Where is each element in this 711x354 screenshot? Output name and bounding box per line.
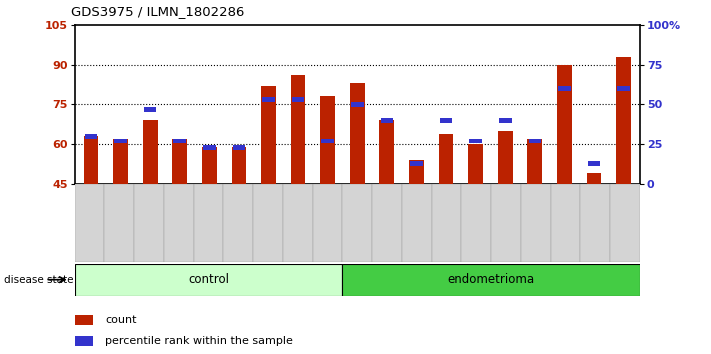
Bar [232, 145, 245, 150]
Bar [528, 139, 541, 143]
Bar [292, 97, 304, 102]
Bar [320, 96, 335, 184]
Bar [432, 184, 461, 262]
Bar [521, 184, 550, 262]
Bar [499, 118, 511, 123]
Bar [550, 184, 580, 262]
Bar [616, 57, 631, 184]
Bar [610, 184, 640, 262]
Bar [172, 139, 187, 184]
Bar [75, 184, 105, 262]
Bar [203, 145, 215, 150]
Bar [261, 86, 276, 184]
Bar [144, 107, 156, 112]
Bar [75, 264, 343, 296]
Bar [557, 64, 572, 184]
Bar [380, 120, 395, 184]
Bar [202, 147, 217, 184]
Bar [587, 173, 602, 184]
Bar [617, 86, 630, 91]
Bar [469, 139, 482, 143]
Bar [253, 184, 283, 262]
Bar [491, 184, 521, 262]
Bar [372, 184, 402, 262]
Bar [193, 184, 223, 262]
Text: control: control [188, 273, 229, 286]
Bar [173, 139, 186, 143]
Bar [588, 161, 600, 166]
Bar [113, 139, 128, 184]
Bar [439, 134, 454, 184]
Text: percentile rank within the sample: percentile rank within the sample [105, 336, 294, 346]
Bar [440, 118, 452, 123]
Bar [283, 184, 313, 262]
Text: disease state: disease state [4, 275, 73, 285]
Bar [410, 161, 423, 166]
Bar [291, 75, 306, 184]
Text: count: count [105, 315, 137, 325]
Bar [114, 139, 127, 143]
Bar [580, 184, 610, 262]
Bar [321, 139, 334, 143]
Bar [409, 160, 424, 184]
Bar [402, 184, 432, 262]
Bar [134, 184, 164, 262]
Bar [105, 184, 134, 262]
Bar [528, 139, 542, 184]
Bar [558, 86, 571, 91]
Bar [343, 264, 640, 296]
Bar [350, 83, 365, 184]
Bar [75, 336, 93, 346]
Text: endometrioma: endometrioma [448, 273, 535, 286]
Text: GDS3975 / ILMN_1802286: GDS3975 / ILMN_1802286 [71, 5, 245, 18]
Bar [343, 184, 372, 262]
Bar [164, 184, 193, 262]
Bar [75, 315, 93, 325]
Bar [143, 120, 158, 184]
Bar [498, 131, 513, 184]
Bar [85, 134, 97, 139]
Bar [83, 136, 98, 184]
Bar [380, 118, 393, 123]
Bar [461, 184, 491, 262]
Bar [262, 97, 274, 102]
Bar [351, 102, 363, 107]
Bar [223, 184, 253, 262]
Bar [313, 184, 343, 262]
Bar [232, 147, 246, 184]
Bar [469, 144, 483, 184]
